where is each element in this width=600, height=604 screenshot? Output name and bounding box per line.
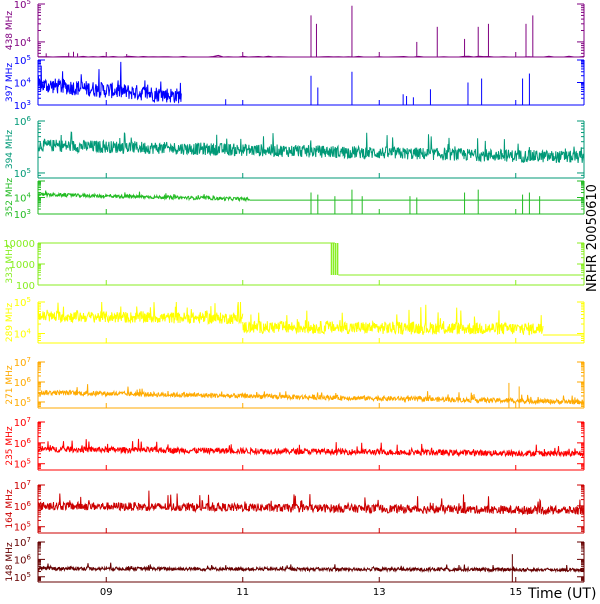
y-tick-label: 104 xyxy=(14,328,32,341)
y-tick-label: 104 xyxy=(14,77,32,90)
y-tick-label: 105 xyxy=(14,396,31,409)
panel-label: 352 MHz xyxy=(5,178,15,218)
time-axis: 09 11 13 15 xyxy=(100,587,522,598)
panel-label: 148 MHz xyxy=(5,542,15,582)
series-line xyxy=(37,131,585,164)
y-tick-label: 103 xyxy=(14,208,31,221)
x-axis-label: Time (UT) xyxy=(527,586,596,600)
y-tick-label: 106 xyxy=(14,437,32,450)
panel-label: 394 MHz xyxy=(5,130,15,170)
panel-label: 438 MHz xyxy=(5,11,15,51)
panel-label: 333 MHz xyxy=(5,244,15,284)
y-tick-label: 107 xyxy=(14,479,31,492)
y-tick-label: 100 xyxy=(16,281,35,292)
y-tick-label: 106 xyxy=(14,500,32,513)
y-tick-label: 106 xyxy=(14,115,32,128)
y-tick-label: 105 xyxy=(14,296,31,309)
panel-label: 271 MHz xyxy=(5,365,15,405)
y-tick-label: 104 xyxy=(14,36,32,49)
y-tick-label: 107 xyxy=(14,356,31,369)
x-tick-label: 13 xyxy=(373,587,386,598)
panel-p394: 105 106 394 MHz xyxy=(5,115,585,180)
series-line xyxy=(37,562,585,574)
y-tick-label: 105 xyxy=(14,54,31,67)
panel-label: 164 MHz xyxy=(5,489,15,529)
y-tick-label: 105 xyxy=(14,167,31,180)
panel-label: 289 MHz xyxy=(5,303,15,343)
y-tick-label: 105 xyxy=(14,521,31,534)
y-tick-label: 107 xyxy=(14,536,31,549)
x-tick-label: 11 xyxy=(236,587,249,598)
series-line xyxy=(37,438,585,458)
panel-label: 235 MHz xyxy=(5,426,15,466)
series-line xyxy=(37,490,585,516)
y-tick-label: 105 xyxy=(14,458,31,471)
x-tick-label: 15 xyxy=(509,587,522,598)
y-tick-label: 103 xyxy=(14,99,31,112)
y-tick-label: 106 xyxy=(14,376,32,389)
series-line xyxy=(37,301,244,326)
series-line xyxy=(37,190,251,203)
series-line xyxy=(37,384,585,406)
y-tick-label: 1000 xyxy=(10,260,35,271)
series-line xyxy=(37,61,182,104)
y-tick-label: 105 xyxy=(14,0,31,11)
observatory-date-label: NRHR 20050610 xyxy=(585,184,600,292)
y-tick-label: 106 xyxy=(14,553,32,566)
y-tick-label: 104 xyxy=(14,192,32,205)
x-tick-label: 09 xyxy=(100,587,113,598)
y-tick-label: 105 xyxy=(14,571,31,584)
panel-label: 397 MHz xyxy=(5,63,15,103)
series-line xyxy=(242,304,544,336)
y-tick-label: 107 xyxy=(14,416,31,429)
y-tick-label: 10000 xyxy=(3,239,35,250)
